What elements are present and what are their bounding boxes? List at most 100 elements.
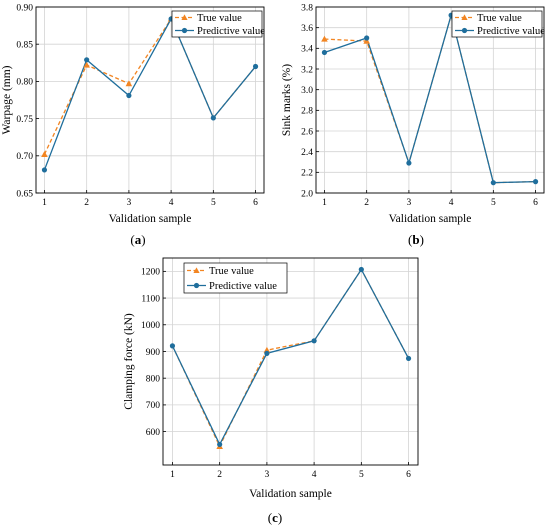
legend: True value Predictive value	[451, 10, 545, 38]
plot-frame	[35, 6, 265, 194]
y-tick-label: 3.8	[301, 3, 313, 13]
marker-predictive-value	[321, 49, 328, 56]
y-axis-label: Warpage (mm)	[1, 65, 13, 134]
marker-predictive-value	[41, 167, 48, 173]
y-tick-label: 600	[146, 428, 161, 438]
legend: True value Predictive value	[183, 262, 288, 294]
panel-label-letter: a	[135, 232, 142, 247]
y-tick-label: 1200	[141, 268, 160, 278]
y-tick-label: 1000	[141, 321, 160, 331]
x-tick-label: 6	[253, 198, 258, 208]
y-tick-label: 700	[146, 401, 161, 411]
marker-predictive-value	[406, 160, 412, 166]
x-tick-label: 2	[84, 198, 89, 208]
marker-true-value	[41, 151, 48, 157]
x-tick-label: 2	[364, 198, 369, 208]
y-tick-label: 0.80	[16, 78, 33, 88]
y-tick-label: 2.8	[301, 107, 313, 117]
legend-marker-triangle	[193, 267, 200, 273]
y-tick-label: 900	[146, 348, 161, 358]
legend-marker-circle	[193, 282, 200, 289]
panel-label: (c)	[268, 510, 282, 525]
x-tick-label: 2	[217, 470, 222, 480]
x-tick-label: 6	[406, 470, 411, 480]
x-tick-label: 3	[265, 470, 270, 480]
y-axis-label: Sink marks (%)	[281, 64, 293, 136]
x-tick-label: 4	[169, 198, 174, 208]
marker-predictive-value	[84, 57, 90, 63]
legend-box	[183, 262, 288, 294]
x-tick-label: 3	[127, 198, 132, 208]
y-axis-label: Clamping force (kN)	[123, 313, 135, 410]
x-tick-label: 4	[312, 470, 317, 480]
y-tick-label: 0.75	[16, 115, 33, 125]
legend-box	[451, 10, 543, 38]
x-tick-label: 5	[359, 470, 364, 480]
series-line-predictive-value	[324, 12, 536, 184]
marker-predictive-value	[311, 338, 317, 344]
series-line-predictive-value	[171, 268, 410, 446]
x-tick-label: 6	[533, 198, 538, 208]
legend-label: Predictive value	[477, 26, 545, 37]
panel-label-close-paren: )	[278, 510, 282, 525]
y-tick-label: 3.2	[301, 65, 313, 75]
y-tick-label: 0.85	[16, 41, 33, 51]
panel-label-letter: b	[412, 232, 419, 247]
plot-area	[316, 7, 544, 193]
marker-predictive-value	[169, 343, 176, 349]
x-tick-label: 1	[322, 198, 327, 208]
x-axis-label: Validation sample	[389, 213, 472, 225]
marker-predictive-value	[358, 266, 364, 273]
y-tick-label: 800	[146, 374, 161, 384]
marker-true-value	[363, 37, 370, 44]
legend-label: True value	[197, 13, 242, 24]
marker-predictive-value	[364, 35, 370, 41]
marker-predictive-value	[490, 180, 496, 186]
y-tick-label: 3.4	[301, 45, 313, 55]
x-tick-label: 5	[211, 198, 216, 208]
y-tick-label: 3.0	[301, 86, 313, 96]
y-tick-label: 1100	[141, 294, 160, 304]
y-tick-label: 2.6	[301, 127, 313, 137]
panel-label-open-paren: (	[268, 510, 272, 525]
series-line-true-value	[171, 268, 410, 448]
y-tick-label: 0.90	[16, 3, 33, 13]
panel-label-letter: c	[272, 510, 278, 525]
marker-predictive-value	[532, 179, 539, 185]
panel-label-close-paren: )	[141, 232, 145, 247]
panel-label-close-paren: )	[420, 232, 424, 247]
legend-marker-circle	[461, 27, 468, 34]
plot-frame	[162, 257, 419, 466]
chart-panel-a: 1 2 3 4 5 6 0.65 0.70 0.75 0.80 0.85 0.90 Validation…	[1, 3, 265, 247]
x-tick-label: 5	[491, 198, 496, 208]
marker-true-value	[263, 346, 271, 353]
panel-label: (b)	[408, 232, 424, 247]
x-axis-label: Validation sample	[249, 488, 332, 500]
legend-marker-triangle	[461, 14, 468, 20]
legend-label: Predictive value	[197, 26, 265, 37]
legend-box	[171, 10, 263, 38]
marker-predictive-value	[405, 355, 412, 362]
plot-area	[36, 7, 264, 193]
x-axis-label: Validation sample	[109, 213, 192, 225]
x-tick-label: 1	[42, 198, 47, 208]
x-tick-label: 4	[449, 198, 454, 208]
y-tick-label: 0.65	[16, 189, 33, 199]
y-tick-label: 2.2	[301, 169, 313, 179]
marker-true-value	[321, 35, 328, 42]
marker-predictive-value	[126, 92, 132, 99]
legend: True value Predictive value	[171, 10, 265, 38]
y-tick-label: 2.0	[301, 189, 313, 199]
legend-label: True value	[209, 266, 254, 277]
x-tick-label: 1	[170, 470, 175, 480]
chart-panel-c: 1 2 3 4 5 6 600 700 800 900 1000 1100 1200 Validation…	[123, 257, 419, 525]
y-tick-label: 3.6	[301, 24, 313, 34]
panel-label-open-paren: (	[130, 232, 134, 247]
legend-marker-triangle	[181, 14, 188, 20]
plot-frame	[315, 6, 545, 194]
y-tick-label: 0.70	[16, 152, 33, 162]
marker-predictive-value	[252, 63, 259, 70]
marker-true-value	[125, 80, 133, 87]
legend-label: Predictive value	[209, 281, 277, 292]
